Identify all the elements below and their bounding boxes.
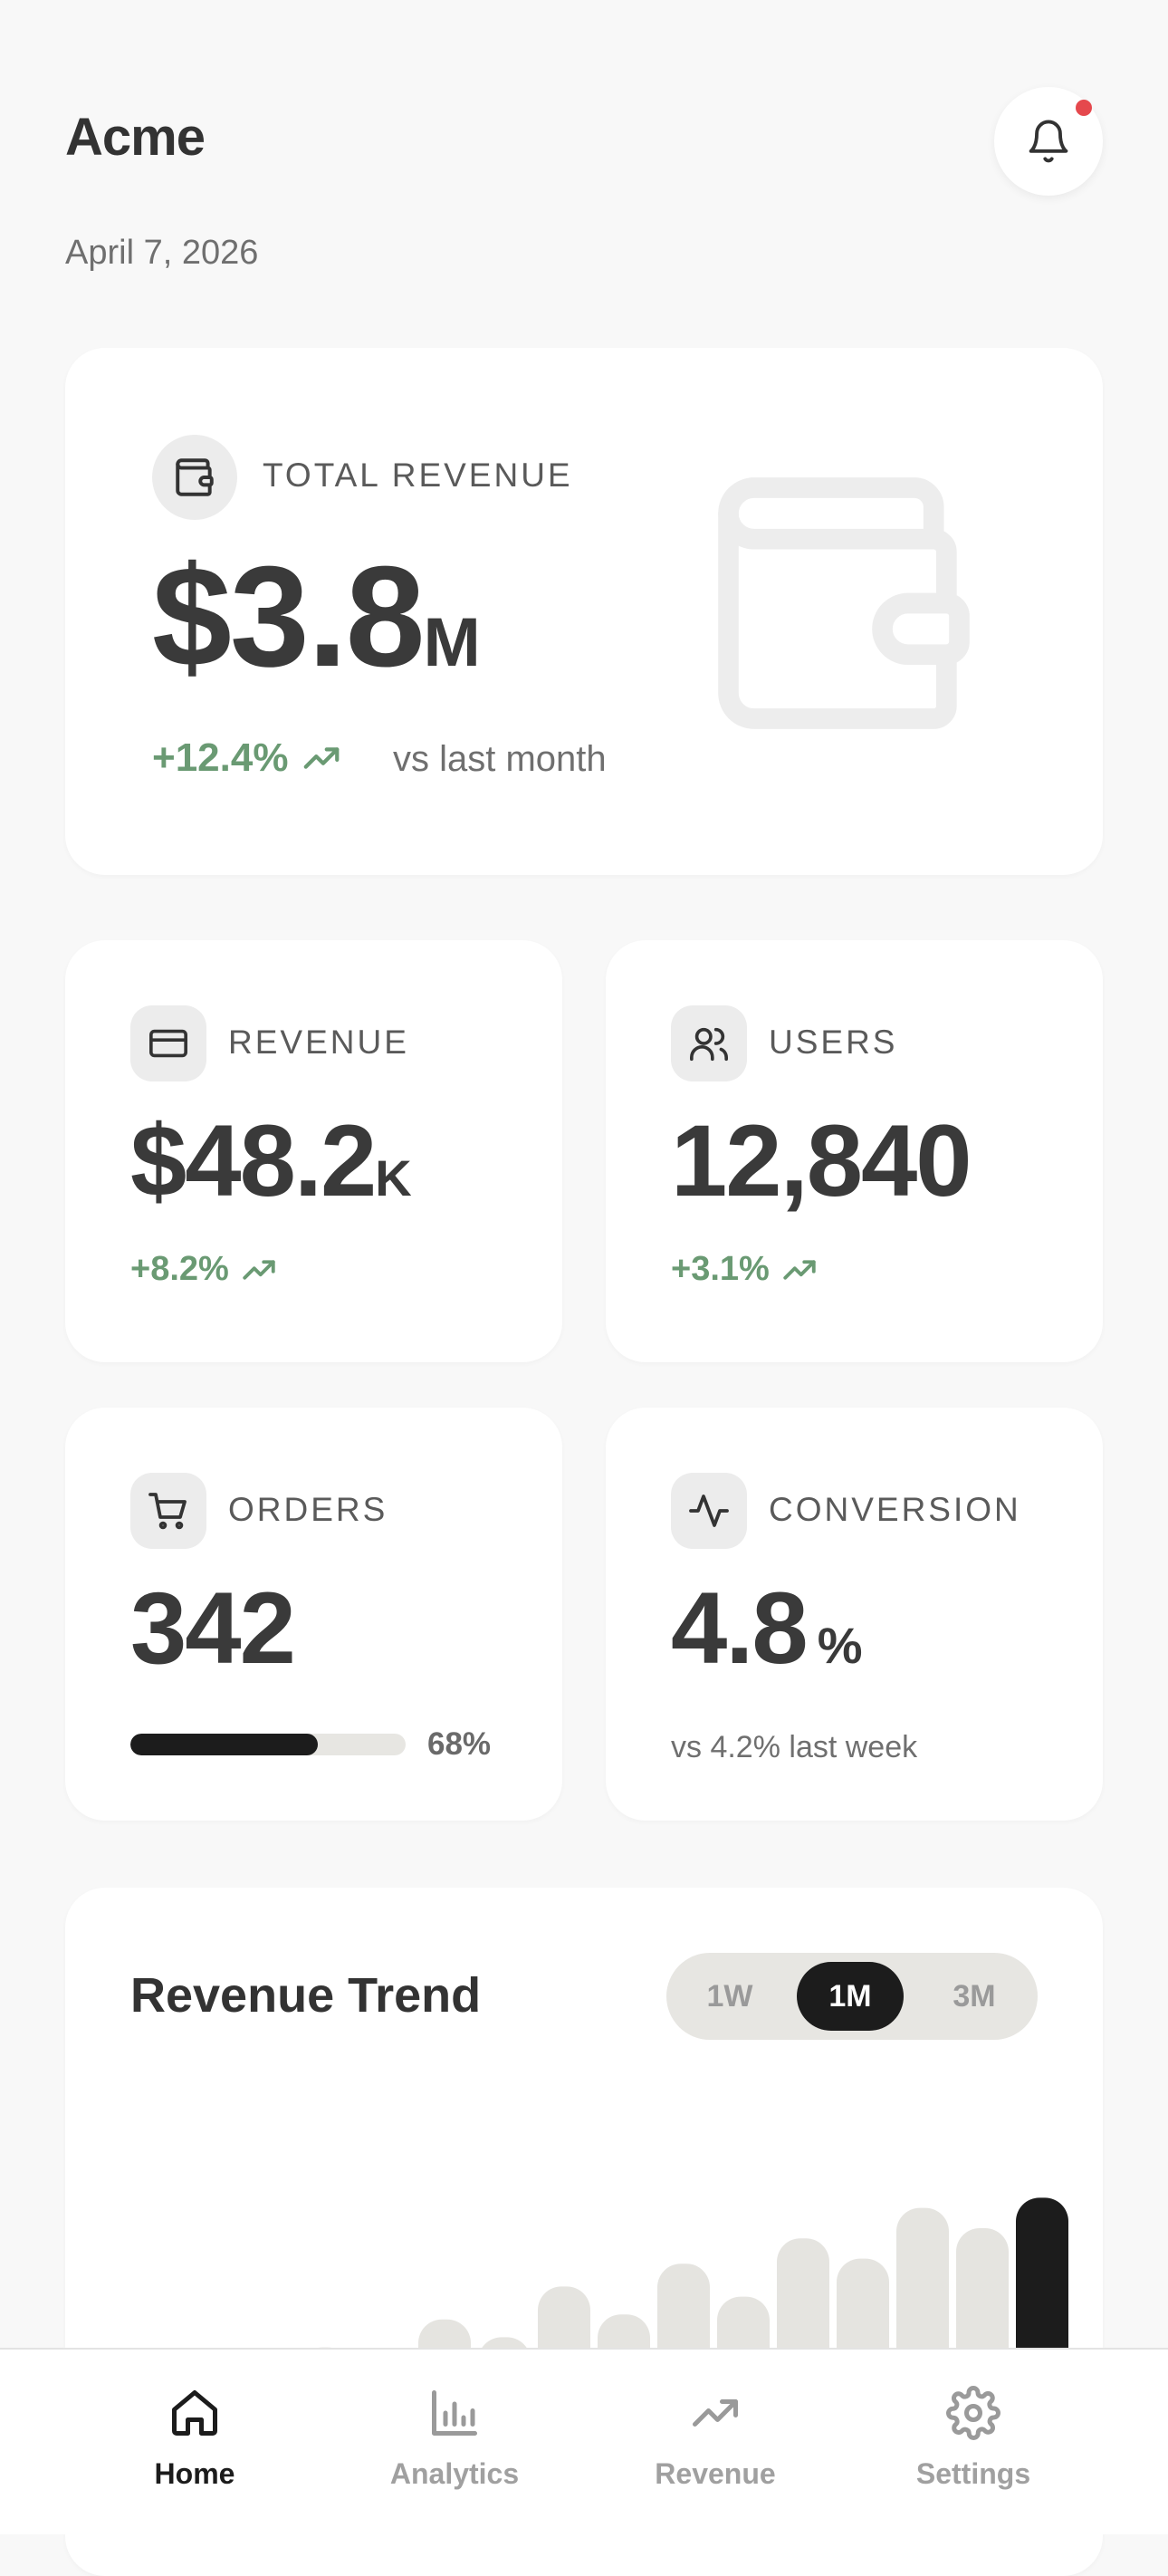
orders-progress-text: 68% [427,1726,492,1762]
cart-icon [130,1473,206,1549]
users-value: 12,840 [671,1104,972,1217]
nav-label-settings: Settings [915,2457,1031,2490]
revenue-label: REVENUE [228,1024,409,1061]
conversion-card[interactable]: CONVERSION 4.8% vs 4.2% last week [606,1408,1103,1821]
revenue-trend-title: Revenue Trend [130,1968,482,2023]
revenue-unit: K [375,1149,412,1206]
range-option-1m[interactable]: 1M [797,1962,904,2031]
nav-item-settings[interactable]: Settings [892,2386,1055,2491]
notifications-button[interactable] [994,87,1103,196]
conversion-value: 4.8% [671,1572,863,1685]
bottom-nav: Home Analytics Revenue Settings [0,2348,1168,2534]
notification-dot [1076,100,1092,116]
trending-up-icon [688,2386,742,2440]
range-selector: 1W 1M 3M [666,1953,1038,2040]
date-label: April 7, 2026 [65,234,259,272]
bell-icon [1025,116,1072,167]
conversion-unit: % [817,1617,863,1674]
nav-label-home: Home [154,2457,235,2490]
revenue-value: $48.2K [130,1104,412,1217]
users-icon [671,1005,747,1081]
orders-label: ORDERS [228,1491,388,1528]
users-change: +3.1% [671,1250,819,1289]
comparison-text: vs last month [393,739,607,779]
wallet-icon [152,435,237,520]
activity-icon [671,1473,747,1549]
revenue-change: +8.2% [130,1250,278,1289]
trending-up-icon [780,1251,819,1289]
orders-progress-track [130,1734,406,1755]
home-icon [168,2386,222,2440]
total-revenue-value: $3.8M [152,537,481,697]
app-title: Acme [65,108,206,167]
total-revenue-card[interactable]: TOTAL REVENUE $3.8M +12.4% vs last month [65,348,1103,875]
wallet-watermark-icon [690,449,998,757]
nav-item-revenue[interactable]: Revenue [634,2386,797,2491]
nav-label-analytics: Analytics [389,2457,520,2490]
orders-card[interactable]: ORDERS 342 68% [65,1408,562,1821]
trending-up-icon [240,1251,278,1289]
total-revenue-unit: M [423,604,481,681]
nav-item-analytics[interactable]: Analytics [373,2386,536,2491]
total-revenue-change: +12.4% [152,735,342,781]
users-label: USERS [769,1024,898,1061]
bar-chart-icon [427,2386,482,2440]
conversion-note: vs 4.2% last week [671,1730,918,1764]
orders-value: 342 [130,1572,296,1685]
nav-item-home[interactable]: Home [127,2386,263,2491]
range-option-1w[interactable]: 1W [706,1979,753,2014]
orders-progress-fill [130,1734,318,1755]
users-card[interactable]: USERS 12,840 +3.1% [606,940,1103,1362]
conversion-label: CONVERSION [769,1491,1021,1528]
trending-up-icon [301,737,342,779]
total-revenue-label: TOTAL REVENUE [263,457,573,494]
gear-icon [946,2386,1000,2440]
credit-card-icon [130,1005,206,1081]
range-option-3m[interactable]: 3M [953,1979,996,2014]
revenue-card[interactable]: REVENUE $48.2K +8.2% [65,940,562,1362]
nav-label-revenue: Revenue [655,2457,776,2490]
